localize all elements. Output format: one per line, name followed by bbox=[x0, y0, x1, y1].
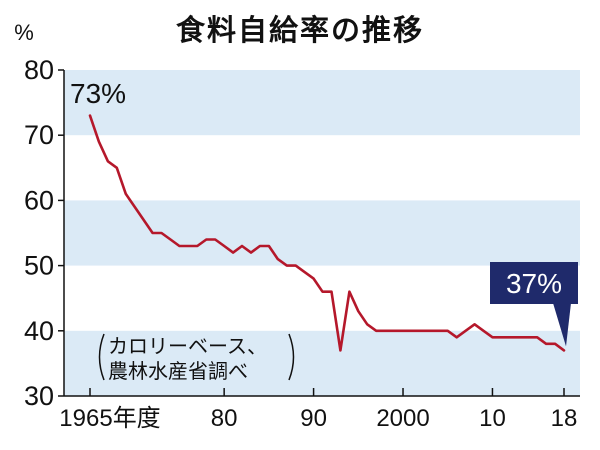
y-tick-label-30: 30 bbox=[24, 381, 54, 411]
note-bracket-right bbox=[288, 333, 295, 381]
end-callout-pointer bbox=[553, 303, 571, 347]
y-tick-label-40: 40 bbox=[24, 316, 54, 346]
source-note-line-1: カロリーベース、 bbox=[108, 334, 267, 358]
end-callout-box bbox=[490, 262, 578, 304]
x-tick-label-1990: 90 bbox=[300, 405, 327, 432]
y-tick-label-70: 70 bbox=[24, 120, 54, 150]
y-tick-label-80: 80 bbox=[24, 55, 54, 85]
x-tick-suffix: 年度 bbox=[113, 404, 161, 432]
x-tick-label-2000: 2000 bbox=[376, 405, 429, 432]
start-value-label: 73% bbox=[70, 78, 126, 109]
band-70 bbox=[64, 70, 580, 136]
band-30 bbox=[64, 330, 580, 396]
x-axis-ticks: 1965年度 80 90 2000 10 18 bbox=[59, 388, 577, 432]
source-note-line-2: 農林水産省調べ bbox=[108, 359, 248, 383]
x-tick-label-2010: 10 bbox=[479, 405, 506, 432]
x-tick-label-1980: 80 bbox=[211, 405, 238, 432]
chart-title: 食料自給率の推移 bbox=[176, 13, 424, 47]
series-group bbox=[88, 114, 566, 352]
band-50 bbox=[64, 200, 580, 266]
end-value-label: 37% bbox=[506, 268, 562, 299]
y-axis-unit: % bbox=[14, 20, 34, 45]
x-tick-label-1965: 1965年度 bbox=[59, 404, 160, 432]
chart-bands bbox=[64, 70, 580, 396]
note-bracket-left bbox=[98, 333, 105, 381]
y-tick-label-60: 60 bbox=[24, 185, 54, 215]
x-tick-year: 1965 bbox=[59, 405, 112, 432]
series-line-0 bbox=[88, 114, 566, 352]
callouts: 73% 37% カロリーベース、農林水産省調べ bbox=[70, 78, 578, 383]
y-axis-ticks: 30 40 50 60 70 80 bbox=[24, 55, 64, 411]
y-tick-label-50: 50 bbox=[24, 251, 54, 281]
x-tick-label-2018: 18 bbox=[551, 405, 578, 432]
